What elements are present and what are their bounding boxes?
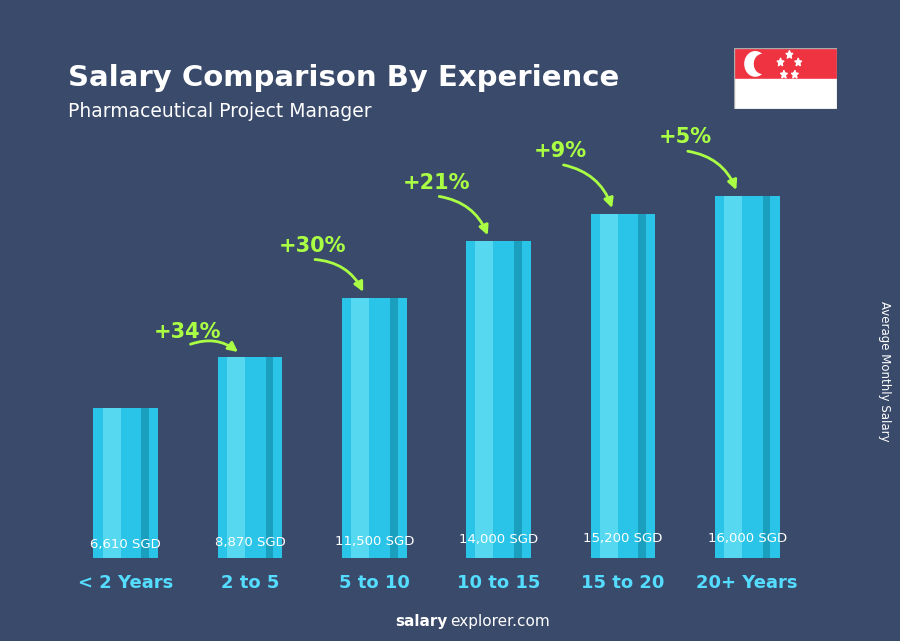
Text: +9%: +9%: [535, 141, 588, 161]
Text: 16,000 SGD: 16,000 SGD: [707, 531, 787, 545]
Bar: [390, 297, 398, 558]
Bar: [218, 357, 283, 558]
Polygon shape: [780, 71, 788, 78]
Text: Pharmaceutical Project Manager: Pharmaceutical Project Manager: [68, 103, 372, 121]
Text: Salary Comparison By Experience: Salary Comparison By Experience: [68, 63, 620, 92]
Text: explorer.com: explorer.com: [450, 615, 550, 629]
Bar: [103, 408, 121, 558]
Polygon shape: [777, 58, 784, 66]
Text: salary: salary: [395, 615, 447, 629]
Polygon shape: [791, 71, 798, 78]
Bar: [466, 241, 531, 558]
Bar: [342, 297, 407, 558]
Bar: [141, 408, 149, 558]
Text: +21%: +21%: [402, 172, 470, 192]
Text: 15,200 SGD: 15,200 SGD: [583, 532, 662, 545]
Text: 6,610 SGD: 6,610 SGD: [90, 538, 161, 551]
Text: 11,500 SGD: 11,500 SGD: [335, 535, 414, 547]
Bar: [734, 79, 837, 109]
Text: 8,870 SGD: 8,870 SGD: [215, 537, 285, 549]
Polygon shape: [745, 52, 766, 76]
Bar: [590, 214, 655, 558]
Bar: [715, 196, 779, 558]
Bar: [475, 241, 493, 558]
Polygon shape: [786, 51, 793, 58]
Text: +5%: +5%: [659, 128, 712, 147]
Bar: [94, 408, 158, 558]
Text: +30%: +30%: [278, 236, 346, 256]
Bar: [227, 357, 245, 558]
Bar: [638, 214, 646, 558]
Bar: [599, 214, 617, 558]
Text: 14,000 SGD: 14,000 SGD: [459, 533, 538, 546]
Bar: [724, 196, 742, 558]
Text: Average Monthly Salary: Average Monthly Salary: [878, 301, 890, 442]
Bar: [734, 48, 837, 79]
Bar: [266, 357, 274, 558]
Text: +34%: +34%: [154, 322, 221, 342]
Polygon shape: [795, 58, 802, 66]
Bar: [514, 241, 522, 558]
Bar: [762, 196, 770, 558]
Polygon shape: [754, 54, 770, 73]
Bar: [351, 297, 369, 558]
